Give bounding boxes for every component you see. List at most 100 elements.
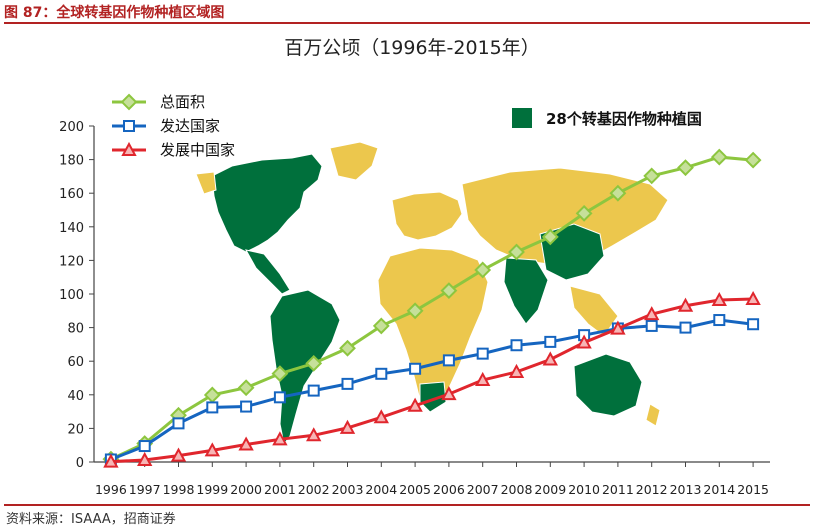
- header-rule: [4, 22, 810, 24]
- data-point-developed: [341, 377, 354, 390]
- data-point-total: [744, 151, 762, 169]
- x-tick-label: 2000: [230, 482, 262, 497]
- data-point-developing: [711, 291, 727, 307]
- y-tick-label: 120: [59, 254, 84, 269]
- data-point-developed: [713, 314, 726, 327]
- data-point-developing: [475, 371, 491, 387]
- x-tick-label: 2006: [433, 482, 465, 497]
- map-alaska: [195, 171, 217, 195]
- data-point-developed: [747, 318, 760, 331]
- y-tick-label: 0: [76, 456, 84, 471]
- map-new-zealand: [645, 403, 661, 427]
- map-greenland: [329, 141, 379, 181]
- data-point-total: [508, 243, 525, 261]
- data-point-developed: [172, 417, 185, 430]
- data-point-developing: [644, 306, 660, 321]
- gm-country-swatch: [512, 108, 532, 128]
- data-point-developed: [645, 319, 658, 332]
- data-point-developing: [508, 363, 525, 378]
- data-point-total: [271, 365, 289, 383]
- x-tick-label: 1996: [95, 482, 127, 497]
- x-tick-label: 2005: [399, 482, 431, 497]
- data-point-developing: [170, 447, 187, 462]
- data-point-developing: [542, 351, 558, 366]
- data-point-total: [203, 386, 221, 404]
- y-tick-label: 60: [67, 355, 84, 370]
- y-tick-label: 80: [67, 322, 84, 337]
- data-point-developing: [576, 334, 592, 349]
- map-central-america: [245, 249, 291, 295]
- data-point-total: [710, 148, 728, 166]
- data-point-developing: [137, 451, 153, 466]
- data-point-developed: [240, 400, 253, 413]
- gm-crop-area-chart: 0 20 40 60 80 100 120 140 160 180 200 1996 1997 1998 1…: [59, 37, 770, 497]
- data-point-developing: [745, 290, 761, 306]
- data-point-developing: [441, 386, 457, 401]
- series-developing: [103, 290, 761, 468]
- map-europe: [391, 191, 463, 241]
- y-tick-label: 20: [67, 422, 84, 437]
- y-tick-label: 140: [59, 221, 84, 236]
- data-point-developed: [476, 347, 489, 360]
- data-point-developing: [204, 442, 220, 457]
- x-tick-label: 2009: [534, 482, 566, 497]
- figure-header: 图 87：全球转基因作物种植区域图: [4, 5, 225, 21]
- gm-country-annotation: 28个转基因作物种植国: [512, 108, 702, 128]
- data-point-total: [474, 261, 492, 279]
- legend-marker-developing: [121, 141, 137, 156]
- map-india: [503, 257, 549, 325]
- x-tick-label: 2013: [670, 482, 702, 497]
- y-tick-label: 160: [59, 187, 84, 202]
- map-southeast-asia: [569, 285, 619, 337]
- data-point-developing: [610, 320, 626, 335]
- data-point-developed: [273, 391, 286, 404]
- chart-title: 百万公顷（1996年-2015年）: [284, 37, 540, 59]
- data-point-developing: [238, 436, 254, 451]
- x-tick-label: 1999: [196, 482, 228, 497]
- y-tick-label: 200: [59, 120, 84, 135]
- chart-series: [102, 148, 762, 468]
- map-australia: [573, 353, 643, 417]
- data-point-total: [406, 302, 424, 320]
- x-tick-label: 2003: [332, 482, 364, 497]
- x-tick-label: 1998: [163, 482, 195, 497]
- data-point-total: [305, 354, 323, 372]
- map-north-america: [211, 153, 323, 253]
- chart-axes: 0 20 40 60 80 100 120 140 160 180 200 1996 1997 1998 1…: [59, 120, 770, 497]
- data-point-developed: [138, 440, 151, 453]
- x-tick-label: 2012: [636, 482, 668, 497]
- data-point-total: [677, 159, 694, 177]
- data-point-total: [237, 379, 255, 397]
- data-point-developed: [206, 401, 219, 414]
- y-tick-label: 100: [59, 288, 84, 303]
- data-point-developing: [677, 297, 694, 312]
- data-point-developed: [544, 335, 557, 348]
- data-point-total: [609, 184, 627, 202]
- x-tick-label: 1997: [129, 482, 161, 497]
- x-tick-label: 2002: [298, 482, 330, 497]
- x-tick-label: 2010: [568, 482, 600, 497]
- map-africa: [377, 247, 489, 407]
- x-tick-label: 2004: [365, 482, 397, 497]
- map-south-africa: [419, 381, 447, 413]
- gm-country-label: 28个转基因作物种植国: [546, 110, 702, 128]
- data-point-total: [575, 204, 593, 222]
- data-point-developing: [407, 397, 423, 412]
- data-point-total: [339, 339, 356, 357]
- data-point-total: [541, 228, 559, 246]
- legend-marker-total: [120, 93, 138, 111]
- data-point-developed: [442, 354, 455, 367]
- legend-label-developed: 发达国家: [160, 117, 220, 135]
- x-tick-label: 2008: [501, 482, 533, 497]
- data-point-developed: [679, 321, 692, 334]
- footer-rule: [4, 504, 810, 506]
- x-tick-label: 2014: [703, 482, 735, 497]
- x-tick-label: 2001: [264, 482, 296, 497]
- data-point-total: [372, 317, 390, 335]
- y-tick-label: 40: [67, 389, 84, 404]
- legend-label-developing: 发展中国家: [160, 141, 235, 159]
- data-point-developing: [103, 453, 119, 468]
- data-point-total: [440, 282, 458, 300]
- data-point-developed: [307, 384, 320, 397]
